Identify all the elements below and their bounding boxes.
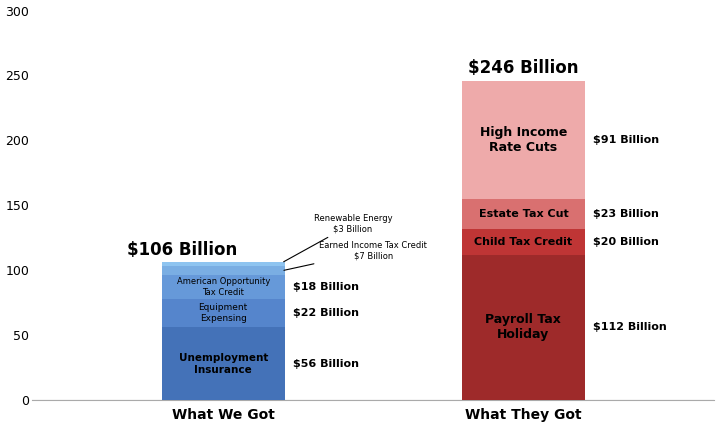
Text: $23 Billion: $23 Billion xyxy=(593,209,659,219)
Bar xyxy=(462,255,585,400)
Text: Renewable Energy
$3 Billion: Renewable Energy $3 Billion xyxy=(284,214,392,262)
Text: $22 Billion: $22 Billion xyxy=(293,308,359,318)
Text: Unemployment
Insurance: Unemployment Insurance xyxy=(179,353,268,374)
Bar xyxy=(162,266,284,276)
Bar xyxy=(462,199,585,229)
Bar xyxy=(462,80,585,199)
Text: Estate Tax Cut: Estate Tax Cut xyxy=(479,209,568,219)
Text: Payroll Tax
Holiday: Payroll Tax Holiday xyxy=(485,313,562,342)
Text: $18 Billion: $18 Billion xyxy=(293,282,359,292)
Text: Earned Income Tax Credit
$7 Billion: Earned Income Tax Credit $7 Billion xyxy=(284,241,427,270)
Text: High Income
Rate Cuts: High Income Rate Cuts xyxy=(480,126,567,154)
Text: $112 Billion: $112 Billion xyxy=(593,322,667,333)
Text: $20 Billion: $20 Billion xyxy=(593,237,659,247)
Bar xyxy=(162,327,284,400)
Text: $246 Billion: $246 Billion xyxy=(468,59,579,77)
Bar xyxy=(162,262,284,266)
Text: Equipment
Expensing: Equipment Expensing xyxy=(199,303,248,323)
Text: $106 Billion: $106 Billion xyxy=(127,241,238,259)
Text: $56 Billion: $56 Billion xyxy=(293,359,359,369)
Text: American Opportunity
Tax Credit: American Opportunity Tax Credit xyxy=(176,277,270,297)
Text: Child Tax Credit: Child Tax Credit xyxy=(474,237,572,247)
Bar xyxy=(162,299,284,327)
Bar xyxy=(162,276,284,299)
Text: $91 Billion: $91 Billion xyxy=(593,135,659,145)
Bar xyxy=(462,229,585,255)
